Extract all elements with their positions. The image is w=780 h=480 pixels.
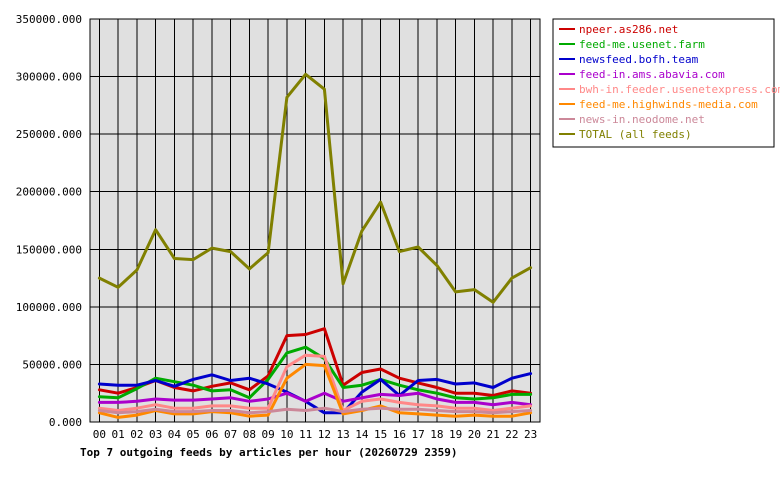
plot-area <box>90 19 540 422</box>
x-tick-label: 06 <box>205 428 218 441</box>
y-tick-label: 200000.000 <box>16 186 82 199</box>
x-tick-label: 14 <box>355 428 369 441</box>
x-tick-label: 08 <box>243 428 256 441</box>
series-line-1 <box>97 345 533 401</box>
legend-label: feed-me.highwinds-media.com <box>579 98 758 111</box>
plot-background <box>90 19 540 422</box>
chart-title: Top 7 outgoing feeds by articles per hou… <box>80 446 458 459</box>
x-tick-label: 16 <box>393 428 406 441</box>
legend-label: npeer.as286.net <box>579 23 678 36</box>
x-tick-label: 00 <box>93 428 106 441</box>
x-tick-label: 15 <box>374 428 387 441</box>
y-tick-label: 250000.000 <box>16 128 82 141</box>
x-tick-label: 18 <box>430 428 443 441</box>
series-line-4 <box>97 353 533 412</box>
legend-label: news-in.neodome.net <box>579 113 705 126</box>
x-tick-label: 22 <box>505 428 518 441</box>
x-tick-label: 21 <box>487 428 500 441</box>
legend-label: TOTAL (all feeds) <box>579 128 692 141</box>
y-tick-label: 0.000 <box>49 416 82 429</box>
x-tick-label: 12 <box>318 428 331 441</box>
series-line-3 <box>97 391 533 407</box>
x-tick-label: 02 <box>130 428 143 441</box>
x-tick-label: 13 <box>337 428 350 441</box>
y-tick-label: 350000.000 <box>16 13 82 26</box>
x-tick-label: 10 <box>280 428 293 441</box>
series-line-6 <box>97 406 533 415</box>
x-tick-label: 11 <box>299 428 312 441</box>
y-tick-label: 50000.000 <box>22 358 82 371</box>
x-tick-label: 23 <box>524 428 537 441</box>
series-line-2 <box>97 372 533 415</box>
y-tick-label: 100000.000 <box>16 301 82 314</box>
x-tick-label: 05 <box>187 428 200 441</box>
legend: npeer.as286.net feed-me.usenet.farm newsfe… <box>552 18 780 148</box>
x-tick-label: 19 <box>449 428 462 441</box>
series-line-7 <box>97 72 533 304</box>
axes: 0.000 50000.000 100000.000 150000.000 200000… <box>16 13 541 441</box>
legend-label: bwh-in.feeder.usenetexpress.com <box>579 83 780 96</box>
plot-frame <box>89 18 541 423</box>
legend-label: feed-in.ams.abavia.com <box>579 68 725 81</box>
x-tick-label: 07 <box>224 428 237 441</box>
legend-label: newsfeed.bofh.team <box>579 53 699 66</box>
legend-box <box>552 18 775 148</box>
x-tick-label: 04 <box>168 428 182 441</box>
x-tick-label: 03 <box>149 428 162 441</box>
y-tick-label: 150000.000 <box>16 243 82 256</box>
series-line-5 <box>97 362 533 419</box>
x-tick-label: 09 <box>262 428 275 441</box>
y-tick-label: 300000.000 <box>16 71 82 84</box>
series-lines <box>97 72 533 419</box>
x-tick-label: 17 <box>412 428 425 441</box>
x-tick-label: 20 <box>468 428 481 441</box>
x-tick-label: 01 <box>112 428 125 441</box>
legend-label: feed-me.usenet.farm <box>579 38 705 51</box>
